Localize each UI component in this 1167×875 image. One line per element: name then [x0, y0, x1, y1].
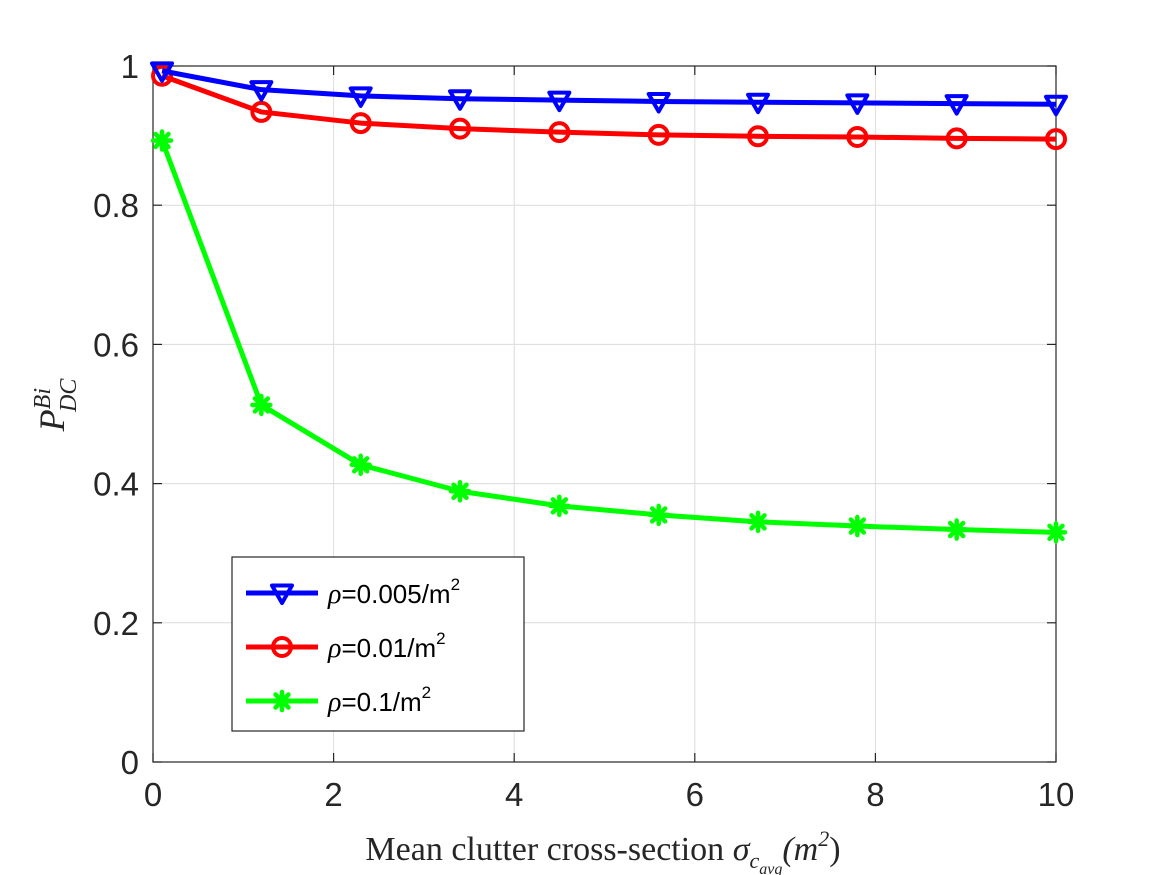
data-point — [548, 121, 571, 144]
data-point — [250, 100, 273, 123]
data-point — [646, 91, 671, 114]
data-point — [448, 89, 473, 111]
data-point — [746, 92, 771, 115]
data-point — [1044, 521, 1068, 544]
data-point — [945, 127, 968, 150]
legend-entry: ρ=0.01/m2 — [246, 629, 446, 664]
data-point — [448, 480, 472, 503]
data-point — [747, 125, 770, 148]
x-tick-label: 4 — [505, 776, 523, 813]
series-line — [161, 68, 1057, 107]
x-tick-label: 0 — [144, 776, 162, 813]
data-point — [449, 117, 472, 140]
data-point — [846, 125, 869, 148]
data-point — [271, 636, 293, 658]
legend: ρ=0.005/m2 ρ=0.01/m2 ρ=0.1/m2 — [231, 556, 525, 732]
legend-label: ρ=0.01/m2 — [327, 629, 446, 664]
y-tick-label: 0.2 — [93, 605, 139, 642]
data-point — [548, 494, 571, 518]
data-point — [746, 510, 770, 534]
data-point — [150, 129, 174, 152]
data-point — [270, 583, 294, 605]
series-line — [159, 139, 1057, 535]
data-point — [150, 61, 175, 83]
y-axis-label: PBiDC — [30, 378, 82, 433]
y-tick-label: 0 — [121, 744, 139, 781]
x-tick-label: 2 — [324, 776, 342, 813]
data-point — [249, 80, 274, 102]
data-series — [150, 61, 1068, 544]
x-tick-label: 6 — [686, 776, 704, 813]
legend-label: ρ=0.005/m2 — [327, 575, 460, 610]
x-tick-label: 8 — [866, 776, 884, 813]
data-point — [250, 393, 273, 417]
y-tick-label: 0.4 — [93, 466, 139, 503]
data-point — [547, 90, 572, 113]
axis-ticks: 0 2 4 6 8 10 0 0.2 0.4 0.6 0.8 1 — [93, 48, 1074, 813]
series-line — [161, 73, 1057, 142]
data-point — [647, 503, 670, 527]
x-axis-label: Mean clutter cross-section σcavg(m2) — [365, 826, 840, 875]
plot-area-frame — [152, 65, 1057, 763]
data-point — [845, 93, 870, 115]
data-point — [349, 112, 372, 135]
series-circle — [151, 64, 1067, 151]
series-asterisk — [150, 129, 1068, 544]
data-point — [846, 514, 869, 538]
y-tick-label: 1 — [121, 48, 139, 85]
legend-label: ρ=0.1/m2 — [327, 683, 431, 718]
data-point — [270, 689, 294, 713]
data-point — [1044, 94, 1068, 117]
data-point — [945, 518, 968, 541]
y-tick-label: 0.6 — [93, 326, 139, 363]
series-triangle-down — [150, 61, 1068, 117]
data-point — [647, 123, 670, 146]
data-point — [348, 86, 373, 108]
legend-entry: ρ=0.005/m2 — [246, 575, 460, 610]
data-point — [1045, 128, 1067, 151]
data-point — [944, 94, 969, 116]
y-tick-label: 0.8 — [93, 187, 139, 224]
data-point — [151, 64, 174, 87]
legend-entry: ρ=0.1/m2 — [246, 683, 431, 718]
x-tick-label: 10 — [1038, 776, 1075, 813]
data-point — [349, 453, 372, 477]
